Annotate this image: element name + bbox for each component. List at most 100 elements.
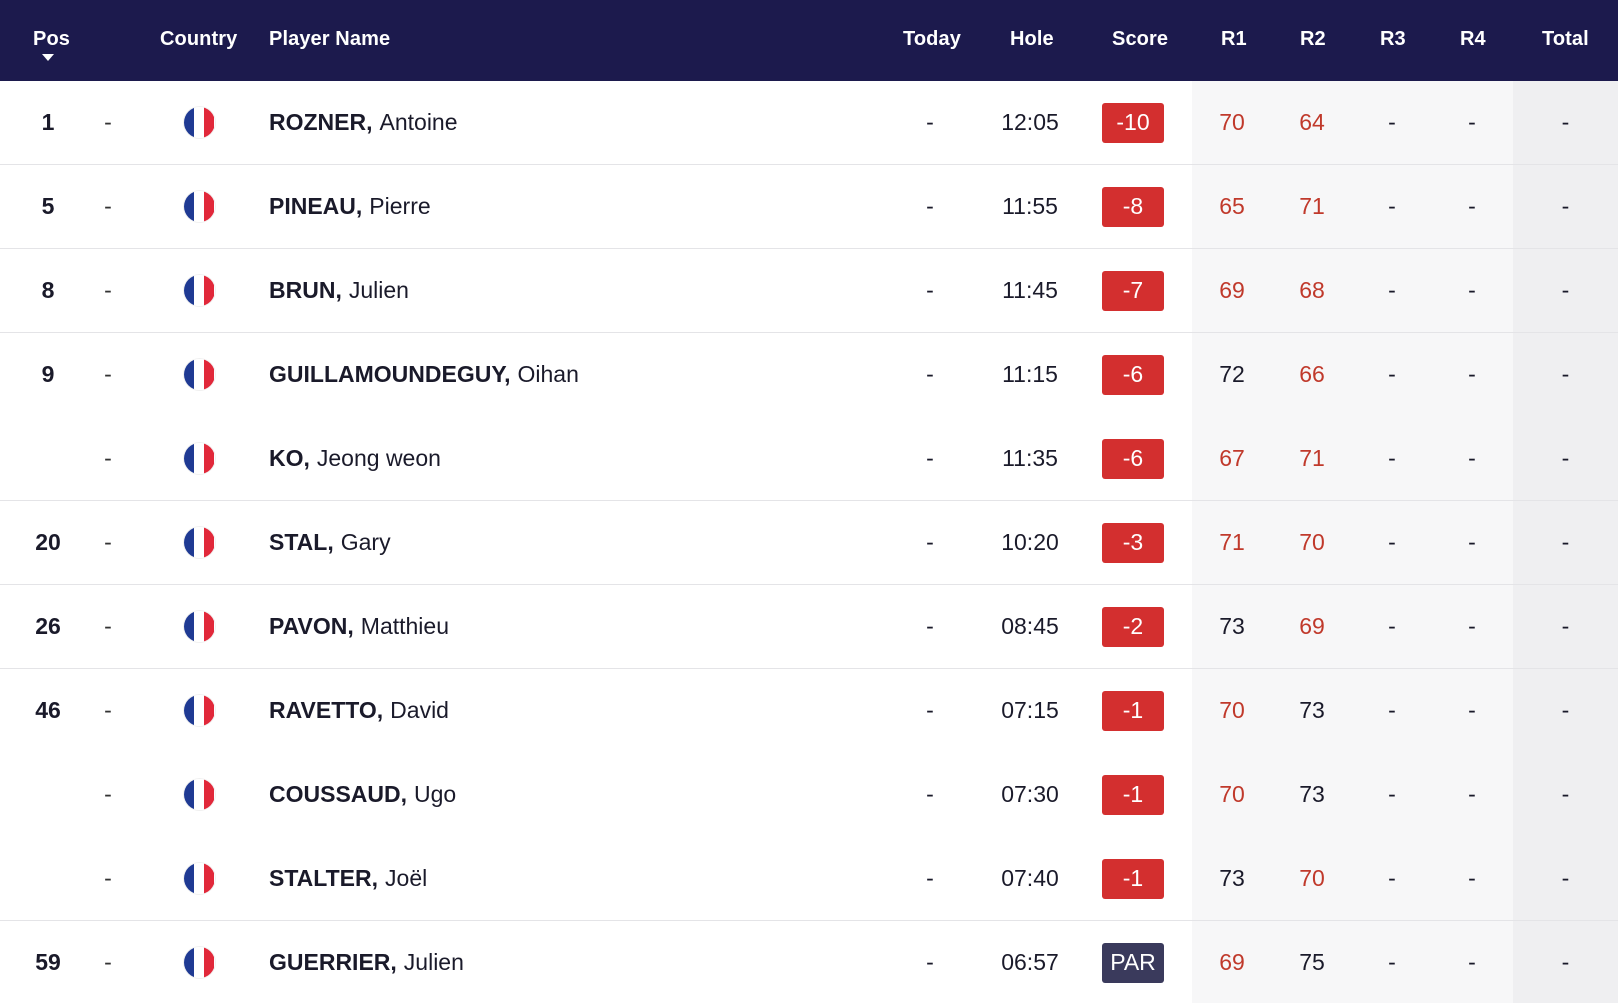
player-last-name[interactable]: GUERRIER, [269,949,397,975]
score-badge: -6 [1102,354,1164,395]
table-row[interactable]: 26 - PAVON, Matthieu - 08:45 -2 73 69 - - - [0,585,1618,669]
header-r1[interactable]: R1 [1221,28,1247,50]
player-last-name[interactable]: STAL, [269,529,334,555]
player-name-cell[interactable]: KO, Jeong weon [269,417,869,500]
position-cell: 59 [35,949,61,975]
player-first-name[interactable]: Oihan [517,361,579,387]
table-row[interactable]: - STALTER, Joël - 07:40 -1 73 70 - - - [0,837,1618,921]
score-cell: -2 [1102,585,1164,668]
sort-down-icon[interactable] [42,54,54,61]
score-cell: -1 [1102,753,1164,836]
header-r2[interactable]: R2 [1300,28,1326,50]
player-last-name[interactable]: ROZNER, [269,109,373,135]
player-first-name[interactable]: Julien [403,949,464,975]
round-1-cell: 69 [1219,949,1245,975]
score-cell: -10 [1102,81,1164,164]
player-last-name[interactable]: KO, [269,445,310,471]
player-name-cell[interactable]: COUSSAUD, Ugo [269,753,869,836]
position-cell: 5 [41,193,55,219]
hole-cell: 07:40 [1001,865,1059,891]
player-last-name[interactable]: GUILLAMOUNDEGUY, [269,361,511,387]
player-first-name[interactable]: Ugo [414,781,457,807]
player-first-name[interactable]: Julien [348,277,409,303]
player-name-cell[interactable]: RAVETTO, David [269,669,869,752]
movement-cell: - [104,193,112,219]
round-4-cell: - [1468,781,1476,807]
player-name-cell[interactable]: STALTER, Joël [269,837,869,920]
table-row[interactable]: 9 - GUILLAMOUNDEGUY, Oihan - 11:15 -6 72 66 - - - [0,333,1618,417]
table-row[interactable]: 20 - STAL, Gary - 10:20 -3 71 70 - - - [0,501,1618,585]
today-cell: - [926,277,934,303]
leaderboard-header: Pos Country Player Name Today Hole Score… [0,0,1618,81]
today-cell: - [926,529,934,555]
score-badge: -2 [1102,606,1164,647]
player-name-cell[interactable]: PAVON, Matthieu [269,585,869,668]
header-today[interactable]: Today [903,28,961,50]
player-first-name[interactable]: David [390,697,449,723]
today-cell: - [926,949,934,975]
player-first-name[interactable]: Antoine [379,109,458,135]
score-badge: -3 [1102,522,1164,563]
player-first-name[interactable]: Jeong weon [316,445,441,471]
player-last-name[interactable]: RAVETTO, [269,697,384,723]
header-r3[interactable]: R3 [1380,28,1406,50]
position-cell: 26 [35,613,61,639]
france-flag-icon [183,443,215,474]
table-row[interactable]: 59 - GUERRIER, Julien - 06:57 PAR 69 75 - - - [0,921,1618,1003]
player-last-name[interactable]: STALTER, [269,865,379,891]
score-badge: -1 [1102,774,1164,815]
player-last-name[interactable]: COUSSAUD, [269,781,408,807]
round-3-cell: - [1388,697,1396,723]
hole-cell: 11:15 [1002,361,1058,387]
score-cell: -8 [1102,165,1164,248]
round-2-cell: 73 [1299,697,1325,723]
country-cell [168,165,230,248]
movement-cell: - [104,781,112,807]
header-total[interactable]: Total [1542,28,1589,50]
player-last-name[interactable]: PINEAU, [269,193,363,219]
total-cell: - [1561,781,1570,807]
player-name-cell[interactable]: ROZNER, Antoine [269,81,869,164]
header-pos[interactable]: Pos [33,28,70,50]
player-first-name[interactable]: Matthieu [360,613,449,639]
header-player-name[interactable]: Player Name [269,28,391,50]
today-cell: - [926,613,934,639]
table-row[interactable]: 8 - BRUN, Julien - 11:45 -7 69 68 - - - [0,249,1618,333]
header-country[interactable]: Country [160,28,238,50]
player-last-name[interactable]: BRUN, [269,277,342,303]
total-cell: - [1561,361,1570,387]
movement-cell: - [104,445,112,471]
header-score[interactable]: Score [1112,28,1169,50]
player-first-name[interactable]: Gary [340,529,391,555]
hole-cell: 11:45 [1002,277,1058,303]
player-name-cell[interactable]: BRUN, Julien [269,249,869,332]
player-last-name[interactable]: PAVON, [269,613,354,639]
country-cell [168,921,230,1003]
france-flag-icon [183,695,215,726]
total-column-shade [1513,0,1618,1003]
table-row[interactable]: 46 - RAVETTO, David - 07:15 -1 70 73 - - - [0,669,1618,753]
table-row[interactable]: - COUSSAUD, Ugo - 07:30 -1 70 73 - - - [0,753,1618,837]
player-name-cell[interactable]: STAL, Gary [269,501,869,584]
round-2-cell: 75 [1299,949,1325,975]
player-name-cell[interactable]: GUERRIER, Julien [269,921,869,1003]
table-row[interactable]: 1 - ROZNER, Antoine - 12:05 -10 70 64 - - - [0,81,1618,165]
score-cell: -1 [1102,669,1164,752]
round-1-cell: 70 [1219,697,1245,723]
today-cell: - [926,109,934,135]
score-badge: -6 [1102,438,1164,479]
round-2-cell: 71 [1299,193,1325,219]
round-2-cell: 66 [1299,361,1325,387]
round-3-cell: - [1388,361,1396,387]
player-name-cell[interactable]: PINEAU, Pierre [269,165,869,248]
table-row[interactable]: - KO, Jeong weon - 11:35 -6 67 71 - - - [0,417,1618,501]
total-cell: - [1561,445,1570,471]
player-name-cell[interactable]: GUILLAMOUNDEGUY, Oihan [269,333,869,416]
table-row[interactable]: 5 - PINEAU, Pierre - 11:55 -8 65 71 - - - [0,165,1618,249]
round-3-cell: - [1388,865,1396,891]
header-hole[interactable]: Hole [1010,28,1054,50]
header-r4[interactable]: R4 [1460,28,1486,50]
player-first-name[interactable]: Pierre [369,193,431,219]
position-cell: 9 [41,361,55,387]
player-first-name[interactable]: Joël [385,865,428,891]
